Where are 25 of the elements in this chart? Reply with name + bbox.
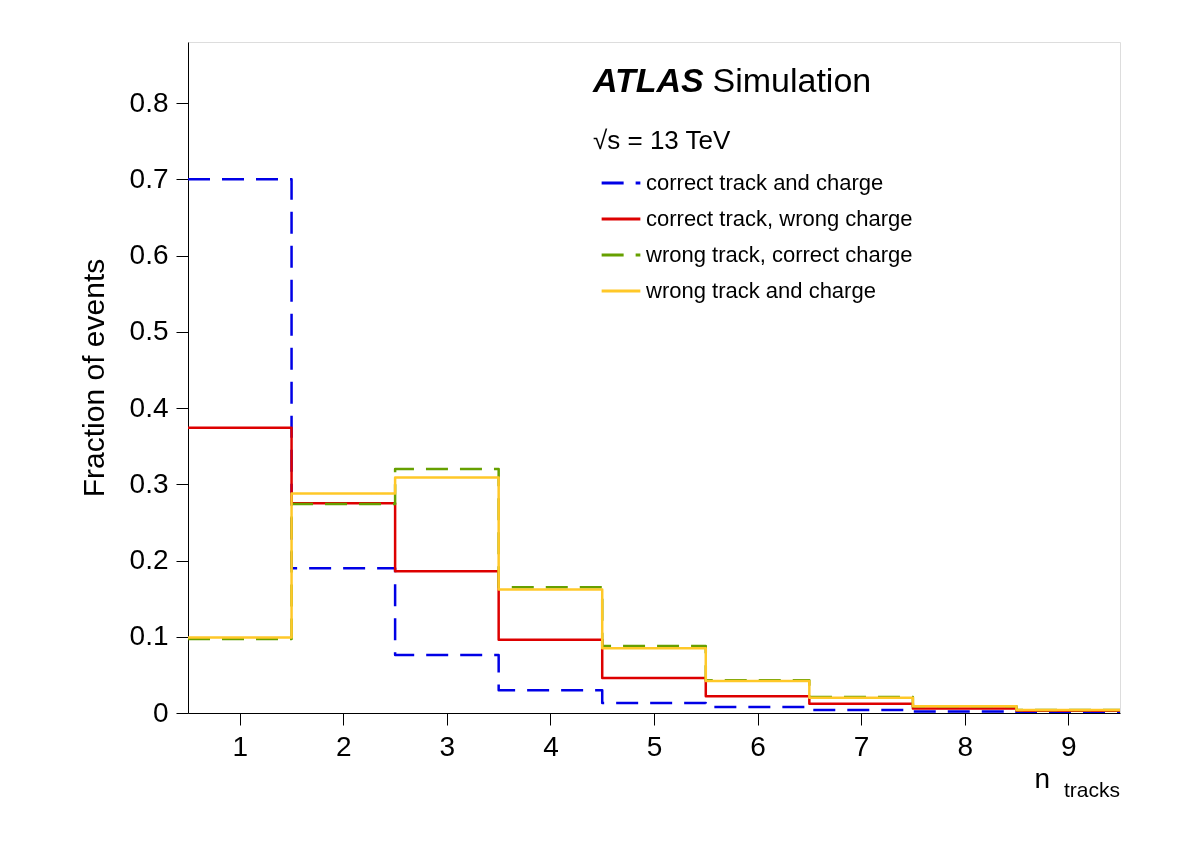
y-tick-label: 0.8 xyxy=(129,86,169,118)
y-tick-label: 0.2 xyxy=(129,544,169,575)
x-tick-label: 6 xyxy=(750,730,766,762)
legend-label: wrong track, correct charge xyxy=(645,242,913,267)
legend-label: correct track, wrong charge xyxy=(646,206,913,231)
y-tick-label: 0 xyxy=(152,696,169,728)
y-tick-label: 0.7 xyxy=(129,162,169,194)
x-tick-label: 5 xyxy=(646,730,663,762)
y-axis-title: Fraction of events xyxy=(76,258,110,498)
annotation: √s = 13 TeV xyxy=(593,125,732,155)
x-tick-label: 4 xyxy=(543,730,559,762)
x-tick-label: 3 xyxy=(439,730,456,762)
legend-label: wrong track and charge xyxy=(645,278,876,303)
legend-label: correct track and charge xyxy=(646,170,884,195)
y-tick-label: 0.1 xyxy=(129,620,169,652)
x-tick-label: 1 xyxy=(232,730,249,762)
y-tick-label: 0.4 xyxy=(129,391,169,423)
y-tick-label: 0.6 xyxy=(129,239,169,270)
y-tick-label: 0.3 xyxy=(129,467,169,499)
x-tick-label: 9 xyxy=(1060,730,1077,762)
x-tick-label: 7 xyxy=(853,730,870,762)
x-tick-label: 2 xyxy=(336,730,352,762)
y-tick-label: 0.5 xyxy=(129,315,169,347)
x-tick-label: 8 xyxy=(957,730,973,762)
annotation: ATLAS Simulation xyxy=(592,61,872,99)
